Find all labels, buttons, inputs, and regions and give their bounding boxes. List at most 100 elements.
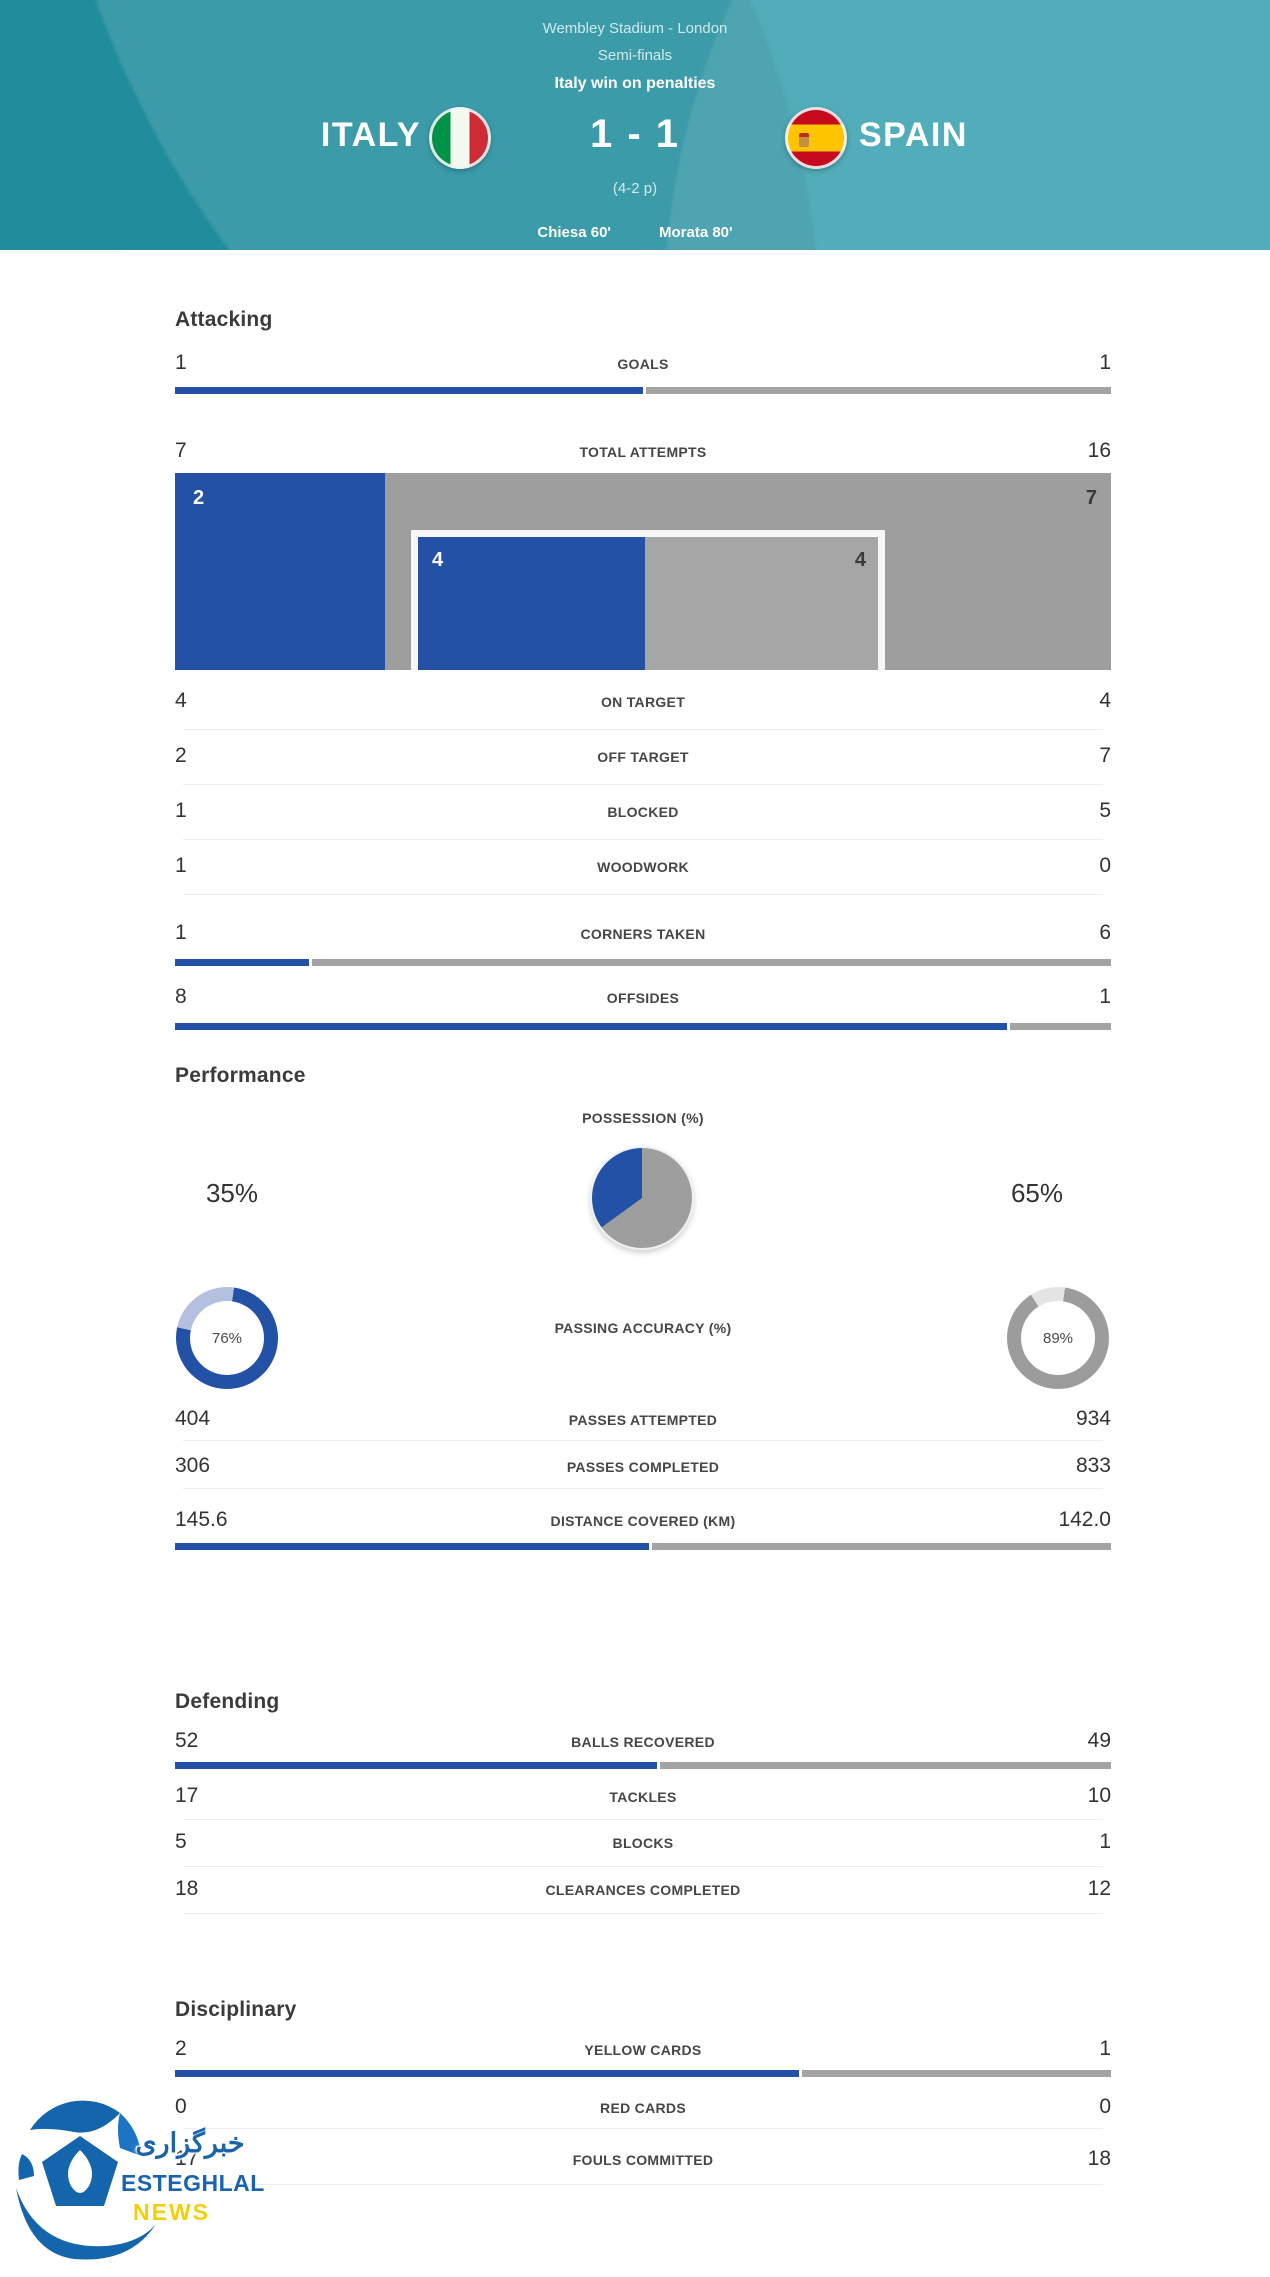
home-value: 2 bbox=[175, 744, 187, 767]
home-value: 1 bbox=[175, 799, 187, 822]
home-value: 306 bbox=[175, 1454, 211, 1477]
away-value: 18 bbox=[1087, 2147, 1111, 2170]
separator bbox=[183, 2128, 1103, 2129]
separator bbox=[183, 839, 1103, 840]
stat-label: BLOCKS bbox=[612, 1835, 674, 1851]
soccer-ball-icon bbox=[16, 2100, 156, 2260]
home-value: 52 bbox=[175, 1729, 199, 1752]
away-value: 5 bbox=[1099, 799, 1111, 822]
away-value: 16 bbox=[1087, 439, 1111, 462]
home-value: 1 bbox=[175, 921, 187, 944]
stat-row-corners: 1 CORNERS TAKEN 6 bbox=[175, 921, 1111, 947]
home-value: 5 bbox=[175, 1830, 187, 1853]
stat-label: BALLS RECOVERED bbox=[571, 1734, 715, 1750]
away-value: 1 bbox=[1099, 351, 1111, 374]
goals-bar bbox=[175, 387, 1111, 394]
away-value: 0 bbox=[1099, 2095, 1111, 2118]
attempts-inner-away-value: 4 bbox=[854, 549, 866, 571]
away-value: 934 bbox=[1075, 1407, 1111, 1430]
venue-text: Wembley Stadium - London bbox=[542, 20, 728, 37]
corners-bar bbox=[175, 959, 1111, 966]
goal-scorers: Chiesa 60' Morata 80' bbox=[0, 224, 1270, 241]
offsides-bar-home bbox=[175, 1023, 1008, 1030]
home-value: 145.6 bbox=[175, 1508, 228, 1531]
stat-row-on-target: 4 ON TARGET 4 bbox=[175, 689, 1111, 715]
stat-label: CLEARANCES COMPLETED bbox=[545, 1882, 741, 1898]
possession-label-row: POSSESSION (%) bbox=[175, 1110, 1111, 1136]
stat-label: ON TARGET bbox=[600, 694, 686, 710]
away-value: 0 bbox=[1099, 854, 1111, 877]
separator bbox=[183, 1866, 1103, 1867]
stat-row-red-cards: 0 RED CARDS 0 bbox=[175, 2095, 1111, 2121]
away-value: 7 bbox=[1099, 744, 1111, 767]
home-value: 1 bbox=[175, 854, 187, 877]
yellow-cards-bar bbox=[175, 2070, 1111, 2077]
home-value: 1 bbox=[175, 351, 187, 374]
offsides-bar bbox=[175, 1023, 1111, 1030]
stat-row-off-target: 2 OFF TARGET 7 bbox=[175, 744, 1111, 770]
away-value: 4 bbox=[1099, 689, 1111, 712]
away-value: 1 bbox=[1099, 2037, 1111, 2060]
esteghlal-news-watermark: خبرگزاری ESTEGHLAL NEWS bbox=[8, 2078, 268, 2273]
separator bbox=[183, 1488, 1103, 1489]
stage-text: Semi-finals bbox=[597, 47, 673, 64]
corners-bar-home bbox=[175, 959, 309, 966]
home-team-name: ITALY bbox=[320, 116, 421, 154]
result-note: Italy win on penalties bbox=[554, 75, 716, 92]
distance-bar-away bbox=[651, 1543, 1111, 1550]
stat-row-yellow-cards: 2 YELLOW CARDS 1 bbox=[175, 2037, 1111, 2063]
home-value: 18 bbox=[175, 1877, 199, 1900]
stat-row-tackles: 17 TACKLES 10 bbox=[175, 1784, 1111, 1810]
section-title-performance: Performance bbox=[175, 1064, 306, 1087]
section-title-defending: Defending bbox=[175, 1690, 280, 1713]
possession-pie-chart bbox=[590, 1146, 694, 1250]
attempts-goal-visualization: 2 7 4 4 bbox=[175, 473, 1111, 670]
home-value: 0 bbox=[175, 2095, 187, 2118]
stat-label: OFFSIDES bbox=[606, 990, 680, 1006]
attempts-outer-away-value: 7 bbox=[1085, 487, 1097, 509]
watermark-name-text: ESTEGHLAL bbox=[121, 2170, 265, 2196]
passing-accuracy-home-value: 76% bbox=[190, 1301, 264, 1375]
passing-accuracy-label-row: PASSING ACCURACY (%) bbox=[175, 1320, 1111, 1346]
attempts-inner-home-value: 4 bbox=[432, 549, 444, 571]
stat-label: TOTAL ATTEMPTS bbox=[579, 444, 707, 460]
home-value: 2 bbox=[175, 2037, 187, 2060]
stat-label: POSSESSION (%) bbox=[582, 1110, 704, 1126]
stat-label: DISTANCE COVERED (KM) bbox=[550, 1513, 736, 1529]
stat-row-total-attempts: 7 TOTAL ATTEMPTS 16 bbox=[175, 439, 1111, 465]
corners-bar-away bbox=[311, 959, 1111, 966]
goal-frame: 4 4 bbox=[411, 530, 885, 670]
distance-bar bbox=[175, 1543, 1111, 1550]
stat-row-offsides: 8 OFFSIDES 1 bbox=[175, 985, 1111, 1011]
stat-label: OFF TARGET bbox=[597, 749, 689, 765]
watermark-farsi-text: خبرگزاری bbox=[135, 2128, 245, 2158]
stat-label: PASSING ACCURACY (%) bbox=[554, 1320, 732, 1336]
attempts-inner-home-fill bbox=[418, 537, 645, 670]
passing-accuracy-away-donut: 89% bbox=[1007, 1287, 1109, 1389]
separator bbox=[183, 1819, 1103, 1820]
stat-row-goals: 1 GOALS 1 bbox=[175, 351, 1111, 377]
home-value: 404 bbox=[175, 1407, 211, 1430]
away-value: 833 bbox=[1075, 1454, 1111, 1477]
stat-row-passes-attempted: 404 PASSES ATTEMPTED 934 bbox=[175, 1407, 1111, 1433]
possession-home-value: 35% bbox=[205, 1178, 259, 1208]
stat-label: GOALS bbox=[617, 356, 669, 372]
penalty-score: (4-2 p) bbox=[612, 180, 658, 197]
passing-accuracy-away-value: 89% bbox=[1021, 1301, 1095, 1375]
spain-flag-icon bbox=[785, 107, 847, 169]
away-scorer: Morata 80' bbox=[659, 224, 733, 241]
watermark-sub-text: NEWS bbox=[133, 2199, 210, 2225]
stat-label: TACKLES bbox=[609, 1789, 677, 1805]
goals-bar-home bbox=[175, 387, 643, 394]
away-value: 1 bbox=[1099, 985, 1111, 1008]
section-title-attacking: Attacking bbox=[175, 308, 273, 331]
stat-row-blocked: 1 BLOCKED 5 bbox=[175, 799, 1111, 825]
home-value: 4 bbox=[175, 689, 187, 712]
stat-label: BLOCKED bbox=[607, 804, 679, 820]
balls-recovered-bar bbox=[175, 1762, 1111, 1769]
passing-accuracy-home-donut: 76% bbox=[176, 1287, 278, 1389]
match-score: 1 - 1 bbox=[589, 112, 681, 156]
italy-flag-icon bbox=[429, 107, 491, 169]
stat-row-blocks: 5 BLOCKS 1 bbox=[175, 1830, 1111, 1856]
